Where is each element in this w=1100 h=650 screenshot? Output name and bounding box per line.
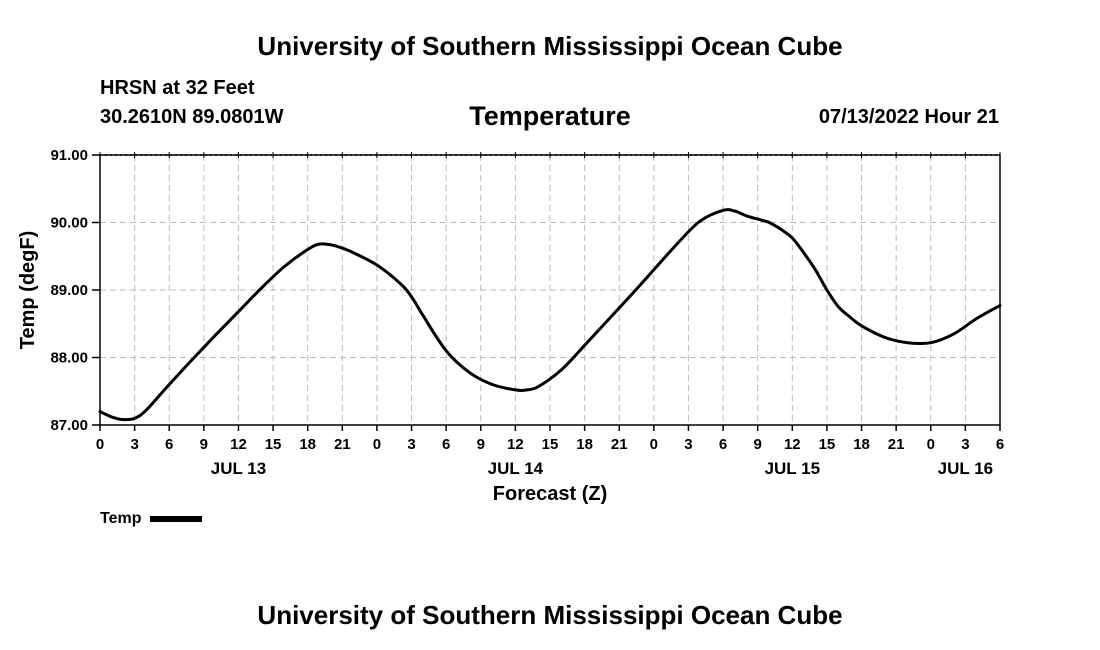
x-axis-title: Forecast (Z) bbox=[493, 483, 607, 505]
legend: Temp bbox=[100, 510, 203, 528]
chart-title: Temperature bbox=[469, 101, 631, 131]
date-label: JUL 16 bbox=[938, 459, 993, 478]
x-tick-label: 12 bbox=[230, 436, 247, 453]
x-tick-label: 6 bbox=[442, 436, 450, 453]
date-label: JUL 15 bbox=[765, 459, 820, 478]
y-axis-title: Temp (degF) bbox=[17, 231, 39, 350]
series-line-temp bbox=[98, 208, 1002, 422]
station-label: HRSN at 32 Feet bbox=[100, 77, 255, 99]
legend-label: Temp bbox=[100, 510, 142, 527]
x-tick-label: 21 bbox=[334, 436, 351, 453]
y-tick-label: 90.00 bbox=[50, 215, 88, 232]
main-title: University of Southern Mississippi Ocean… bbox=[257, 31, 843, 61]
coordinates-label: 30.2610N 89.0801W bbox=[100, 106, 284, 128]
x-tick-label: 0 bbox=[650, 436, 658, 453]
grid bbox=[100, 155, 1000, 425]
x-tick-label: 15 bbox=[819, 436, 836, 453]
x-tick-label: 12 bbox=[507, 436, 524, 453]
y-tick-label: 87.00 bbox=[50, 417, 88, 434]
x-tick-label: 3 bbox=[684, 436, 692, 453]
legend-swatch bbox=[150, 516, 203, 522]
axis-ticks bbox=[92, 152, 1001, 431]
x-tick-label: 15 bbox=[265, 436, 282, 453]
x-tick-label: 21 bbox=[611, 436, 628, 453]
x-tick-label: 9 bbox=[477, 436, 485, 453]
x-tick-label: 12 bbox=[784, 436, 801, 453]
x-tick-label: 0 bbox=[373, 436, 381, 453]
x-tick-label: 6 bbox=[996, 436, 1004, 453]
date-label: JUL 13 bbox=[211, 459, 266, 478]
x-tick-label: 9 bbox=[754, 436, 762, 453]
axis-labels: 0 3 6 9 12 15 18 21 0 3 6 9 12 15 18 21 0 3 6 9 12 15 18 21 0 3 6 8… bbox=[50, 147, 1004, 478]
y-tick-label: 88.00 bbox=[50, 350, 88, 367]
x-tick-label: 0 bbox=[927, 436, 935, 453]
x-tick-label: 6 bbox=[165, 436, 173, 453]
footer-title: University of Southern Mississippi Ocean… bbox=[257, 600, 843, 630]
x-tick-label: 6 bbox=[719, 436, 727, 453]
run-time-label: 07/13/2022 Hour 21 bbox=[818, 106, 999, 128]
y-tick-label: 91.00 bbox=[50, 147, 88, 164]
y-tick-label: 89.00 bbox=[50, 282, 88, 299]
x-tick-label: 0 bbox=[96, 436, 104, 453]
x-tick-label: 3 bbox=[130, 436, 138, 453]
x-tick-label: 3 bbox=[407, 436, 415, 453]
x-tick-label: 15 bbox=[542, 436, 559, 453]
x-tick-label: 18 bbox=[299, 436, 316, 453]
x-tick-label: 21 bbox=[888, 436, 905, 453]
date-label: JUL 14 bbox=[488, 459, 544, 478]
x-tick-label: 18 bbox=[576, 436, 593, 453]
x-tick-label: 3 bbox=[961, 436, 969, 453]
x-tick-label: 18 bbox=[853, 436, 870, 453]
x-tick-label: 9 bbox=[200, 436, 208, 453]
